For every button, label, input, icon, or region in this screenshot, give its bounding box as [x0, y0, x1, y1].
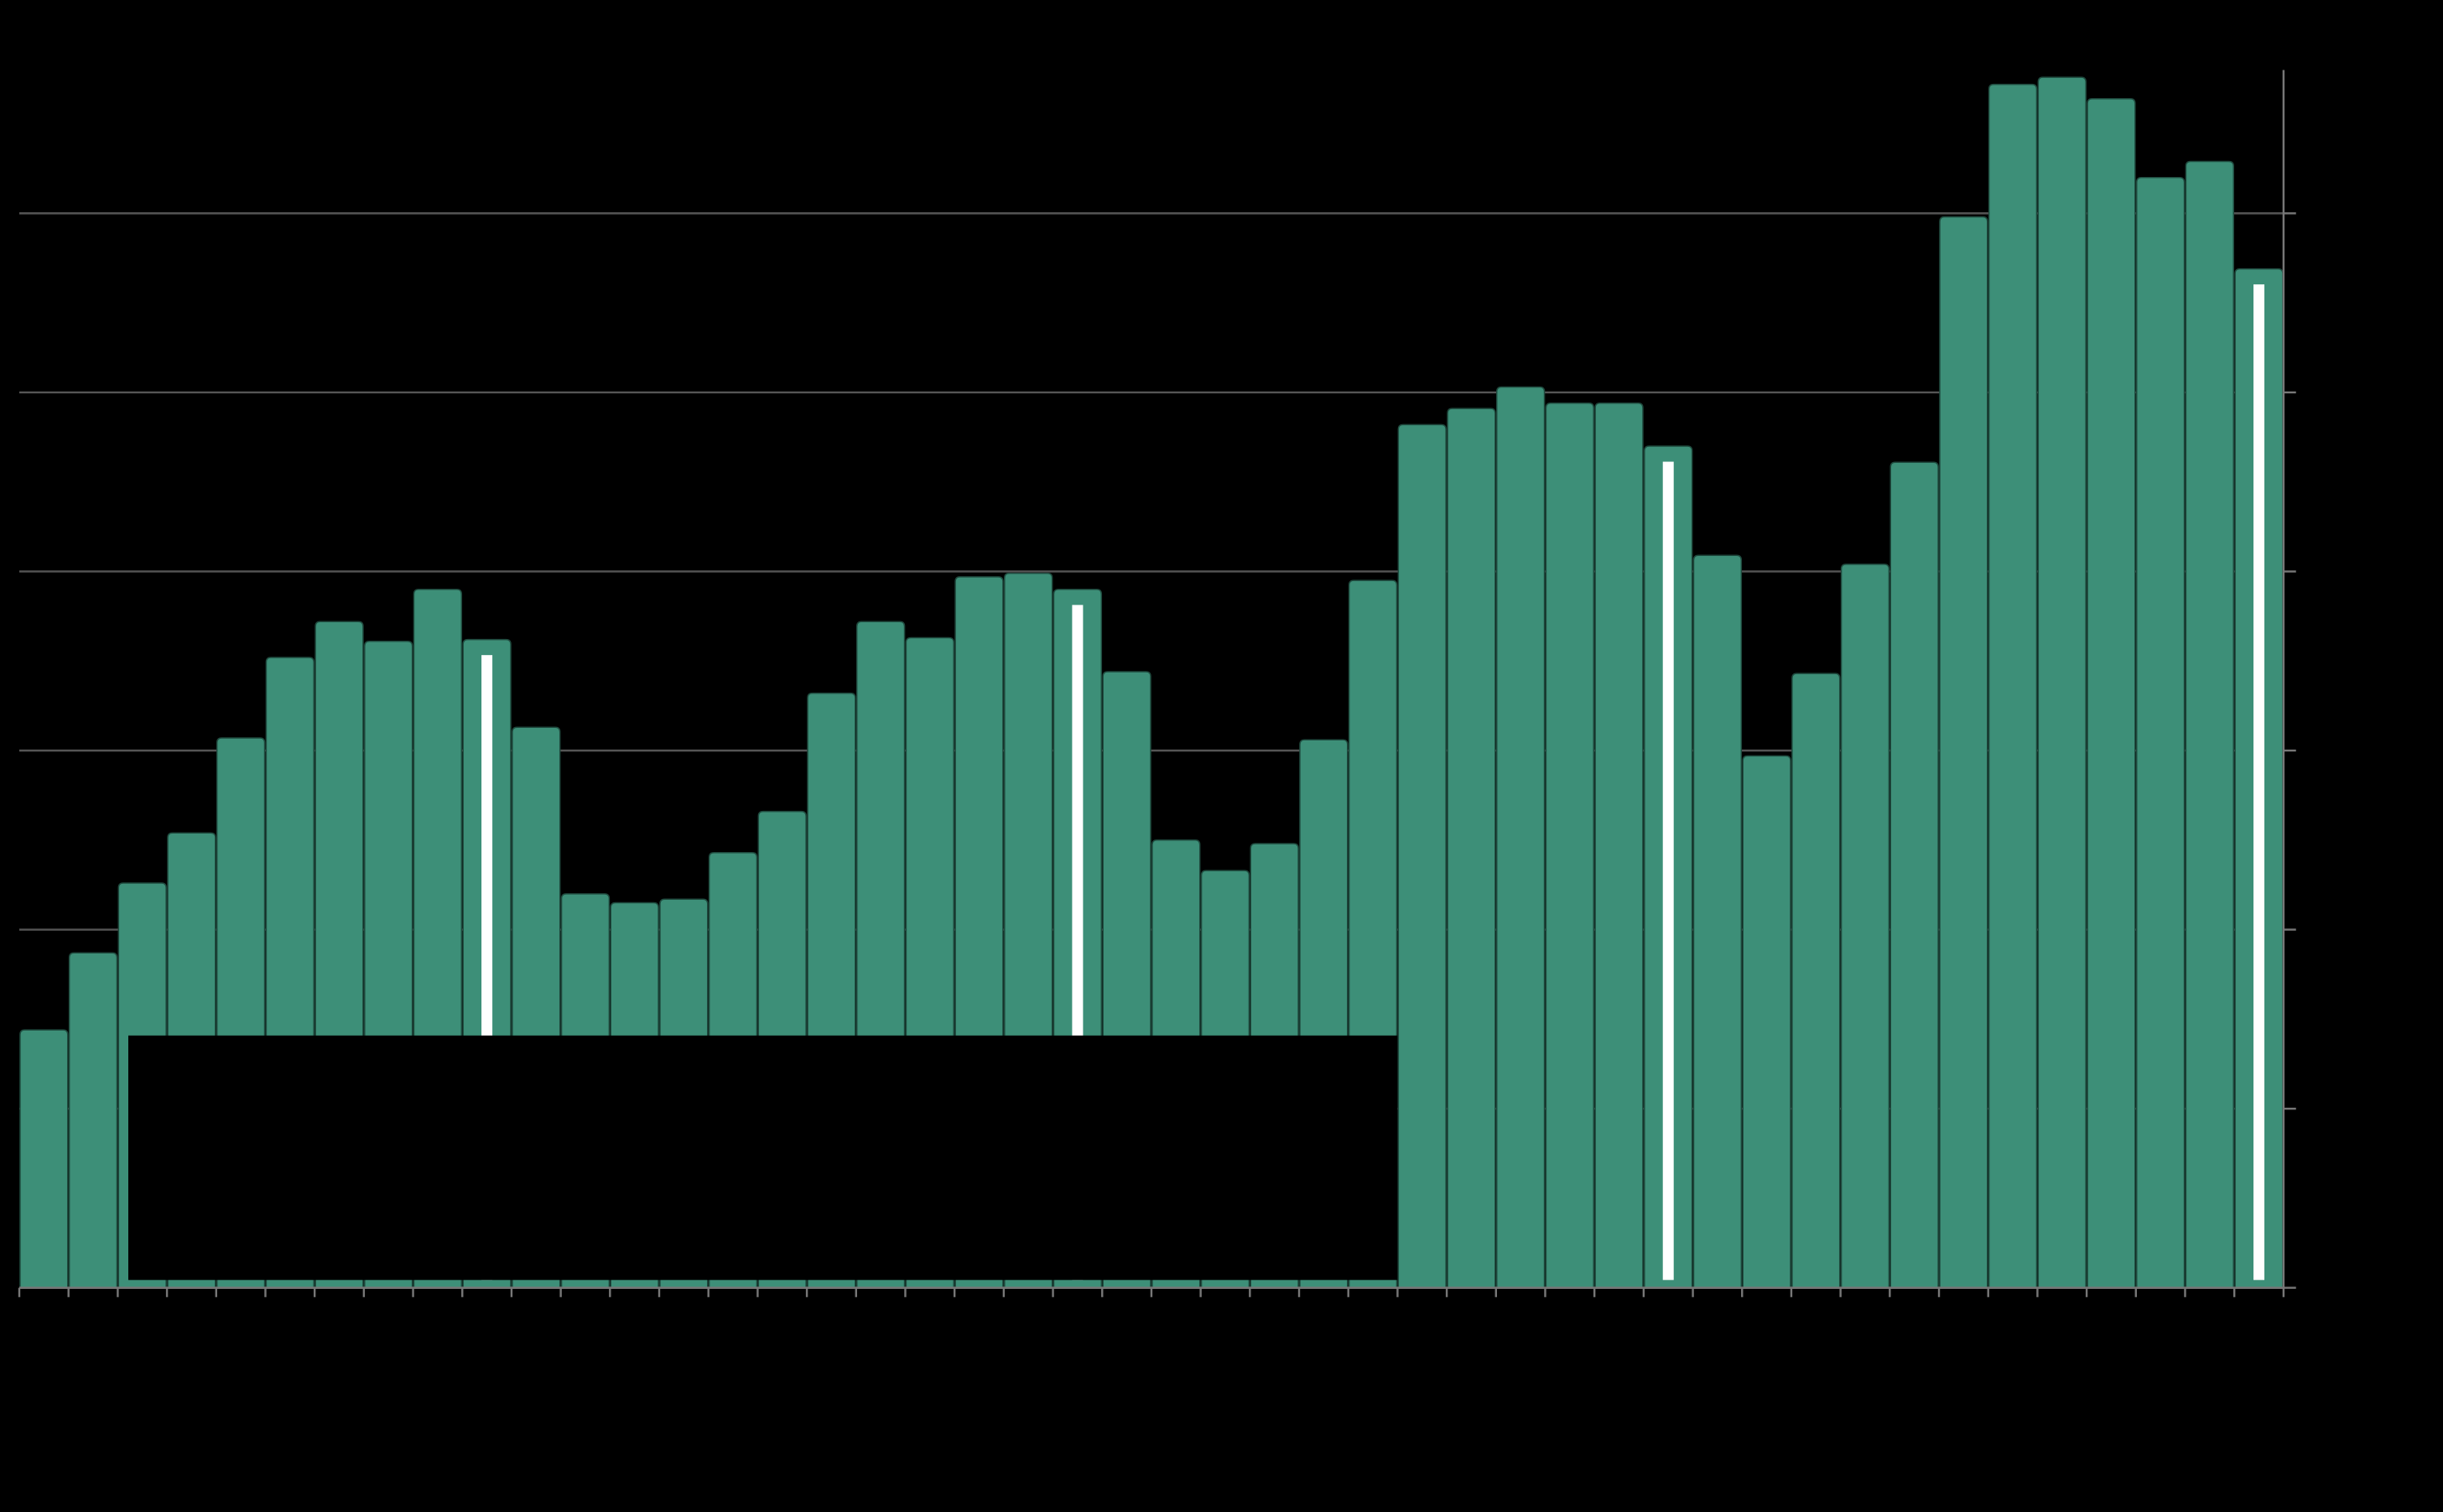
bar [2135, 176, 2186, 1289]
bar [2185, 160, 2234, 1289]
bar [1889, 461, 1939, 1289]
y-tick-label: 30 [2305, 735, 2333, 763]
bar [1939, 216, 1988, 1289]
bar [1742, 755, 1791, 1289]
y-tick-label: 40 [2305, 556, 2333, 584]
bar [1840, 564, 1890, 1289]
bar [1791, 673, 1841, 1289]
bars [19, 76, 2284, 1289]
bar [2087, 97, 2136, 1289]
y-tick-label: 20 [2305, 914, 2333, 942]
bar [19, 1029, 69, 1289]
bar [1397, 423, 1447, 1289]
bar [1495, 386, 1546, 1289]
axes: 0 10 20 30 40 50 60 [18, 70, 2333, 1300]
bar [1594, 402, 1644, 1289]
bar [2037, 76, 2087, 1289]
bar [1447, 408, 1496, 1289]
y-tick-label: 10 [2305, 1094, 2333, 1121]
bar [1988, 83, 2038, 1289]
bar-highlight [2253, 284, 2265, 1281]
bar [68, 952, 118, 1289]
bar [1692, 554, 1743, 1289]
y-tick-label: 0 [2305, 1272, 2320, 1300]
bar [1545, 402, 1594, 1289]
y-tick-label: 50 [2305, 377, 2333, 405]
overlay-panel [127, 1035, 1398, 1281]
y-tick-label: 60 [2305, 198, 2333, 226]
bar-highlight [1662, 461, 1674, 1281]
